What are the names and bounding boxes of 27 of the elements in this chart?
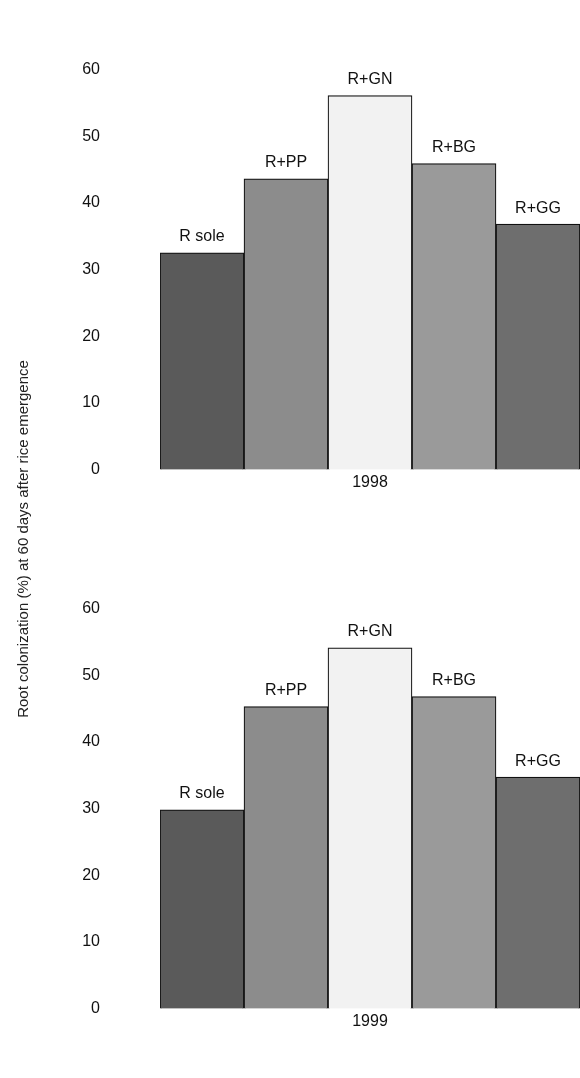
y-tick-label: 10 <box>82 393 101 411</box>
x-tick-label: R+GG <box>515 198 561 216</box>
y-tick-label: 40 <box>82 732 101 750</box>
y-tick-label: 60 <box>82 599 101 617</box>
y-axis-title: Root colonization (%) at 60 days after rice emergence <box>13 360 31 718</box>
y-tick-label: 40 <box>82 193 101 211</box>
y-tick-label: 30 <box>82 259 101 277</box>
y-tick-label: 30 <box>82 798 101 816</box>
x-tick-label: R+GN <box>347 622 393 640</box>
x-axis-title: 1998 <box>352 473 388 491</box>
x-tick-label: R+BG <box>431 137 477 155</box>
x-tick-label: R+PP <box>264 153 308 171</box>
x-tick-label: R+GG <box>515 751 561 769</box>
x-tick-label: R+BG <box>431 670 477 688</box>
x-tick-label: R+PP <box>264 680 308 698</box>
y-tick-label: 50 <box>82 665 101 683</box>
y-tick-label: 60 <box>82 60 101 78</box>
y-tick-label: 10 <box>82 932 101 950</box>
y-tick-label: 0 <box>91 459 101 477</box>
x-tick-label: R sole <box>179 784 225 802</box>
x-tick-label: R+GN <box>347 69 393 87</box>
y-tick-label: 20 <box>82 865 101 883</box>
y-tick-label: 50 <box>82 126 101 144</box>
y-tick-label: 20 <box>82 326 101 344</box>
x-tick-label: R sole <box>179 227 225 245</box>
y-tick-label: 0 <box>91 998 101 1016</box>
x-axis-title: 1999 <box>352 1012 388 1030</box>
